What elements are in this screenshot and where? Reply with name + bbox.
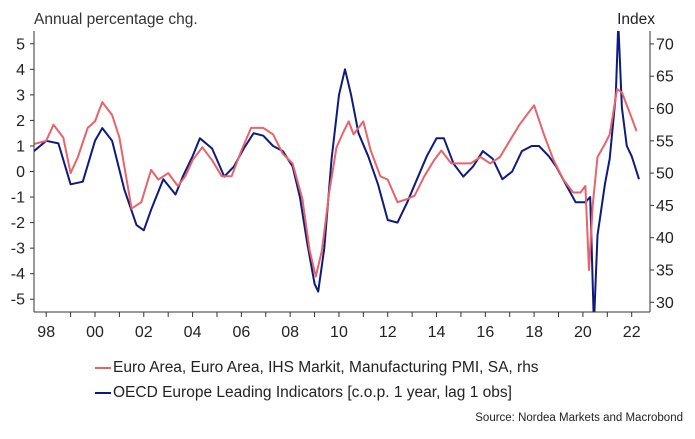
- y-left-tick-label: 3: [16, 87, 25, 104]
- x-tick-label: 02: [135, 324, 153, 341]
- x-tick-label: 16: [476, 324, 494, 341]
- y-left-tick-label: -1: [11, 190, 25, 207]
- y-left-tick-label: 1: [16, 138, 25, 155]
- right-axis-title: Index: [617, 11, 655, 28]
- legend-swatch-pmi: [95, 366, 111, 369]
- y-right-tick-label: 35: [656, 263, 674, 280]
- x-tick-label: 08: [281, 324, 299, 341]
- legend-label-oecd: OECD Europe Leading Indicators [c.o.p. 1…: [113, 383, 512, 401]
- series-line-oecd: [34, 31, 640, 312]
- x-tick-label: 20: [574, 324, 592, 341]
- y-right-tick-label: 70: [656, 36, 674, 53]
- x-tick-label: 00: [86, 324, 104, 341]
- source-note: Source: Nordea Markets and Macrobond: [475, 412, 683, 424]
- x-tick-label: 14: [428, 324, 446, 341]
- x-tick-label: 98: [37, 324, 55, 341]
- y-right-tick-label: 40: [656, 230, 674, 247]
- y-left-tick-label: 5: [16, 36, 25, 53]
- x-tick-label: 04: [184, 324, 202, 341]
- x-tick-label: 10: [330, 324, 348, 341]
- y-left-tick-label: -5: [11, 292, 25, 309]
- y-left-tick-label: 4: [16, 62, 25, 79]
- legend: Euro Area, Euro Area, IHS Markit, Manufa…: [95, 355, 539, 405]
- legend-item-pmi: Euro Area, Euro Area, IHS Markit, Manufa…: [95, 355, 539, 380]
- legend-swatch-oecd: [95, 391, 111, 394]
- plot-area: [34, 31, 640, 312]
- y-left-tick-label: -4: [11, 266, 25, 283]
- x-tick-label: 18: [525, 324, 543, 341]
- x-tick-label: 12: [379, 324, 397, 341]
- x-tick-label: 06: [232, 324, 250, 341]
- left-axis-title: Annual percentage chg.: [34, 11, 198, 28]
- series-line-pmi: [34, 88, 638, 278]
- y-left-tick-label: 2: [16, 113, 25, 130]
- y-right-tick-label: 45: [656, 198, 674, 215]
- y-right-tick-label: 55: [656, 133, 674, 150]
- y-left-tick-label: 0: [16, 164, 25, 181]
- y-right-tick-label: 60: [656, 101, 674, 118]
- y-right-tick-label: 65: [656, 69, 674, 86]
- y-left-tick-label: -3: [11, 241, 25, 258]
- y-right-tick-label: 50: [656, 166, 674, 183]
- y-right-tick-label: 30: [656, 295, 674, 312]
- legend-item-oecd: OECD Europe Leading Indicators [c.o.p. 1…: [95, 380, 539, 405]
- legend-label-pmi: Euro Area, Euro Area, IHS Markit, Manufa…: [113, 358, 539, 376]
- y-left-tick-label: -2: [11, 215, 25, 232]
- x-tick-label: 22: [623, 324, 641, 341]
